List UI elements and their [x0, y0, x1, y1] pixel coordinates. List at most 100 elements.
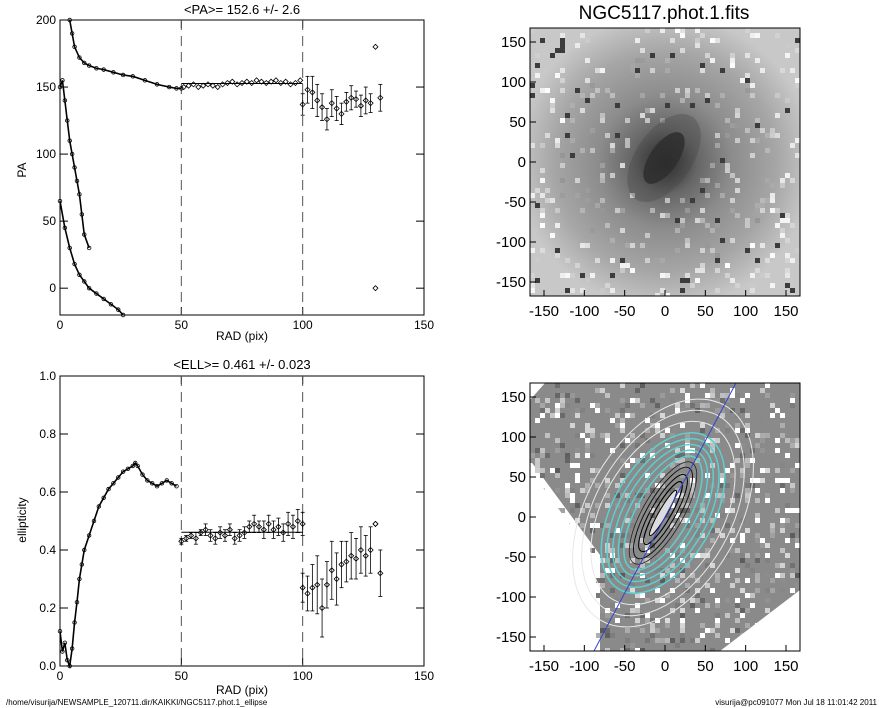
profile-point [294, 517, 301, 525]
profile-point [263, 79, 270, 87]
pa-plot-frame [59, 19, 425, 316]
x-tick-label: 150 [414, 318, 434, 332]
profile-point [243, 78, 250, 85]
x-tick-label: 100 [293, 669, 313, 683]
inner-point [86, 285, 92, 291]
outer-point [333, 575, 340, 583]
outer-point [338, 561, 345, 568]
profile-point [251, 520, 258, 527]
outer-point [328, 100, 335, 107]
inner-point [82, 60, 87, 66]
inner-point [86, 63, 92, 68]
y-tick-label: 0.8 [39, 427, 56, 441]
outer-point [357, 546, 364, 554]
inner-point [135, 463, 140, 469]
inner-point [82, 279, 87, 284]
inner-point [154, 82, 160, 87]
inner-point [65, 118, 70, 123]
image-y-tick-label: 50 [509, 469, 526, 486]
image-x-tick-label: -50 [614, 658, 636, 675]
profile-point [280, 529, 287, 536]
profile-point [200, 82, 207, 89]
profile-point [282, 78, 289, 85]
outer-point [299, 584, 306, 591]
outer-point [372, 520, 379, 527]
profile-point [297, 77, 304, 84]
outer-point [343, 98, 350, 105]
outer-point [314, 97, 321, 104]
image-y-tick-label: 0 [518, 154, 526, 171]
galaxy-image-panel: NGC5117.phot.1.fits -150 -100 -50 0 50 100 150… [496, 3, 801, 320]
profile-point [234, 81, 241, 88]
inner-point [142, 78, 148, 83]
inner-point [150, 481, 155, 486]
profile-point [255, 523, 263, 530]
inner-point [133, 460, 138, 466]
profile-point [236, 532, 243, 539]
y-tick-label: 0 [49, 281, 56, 295]
ell-xlabel: RAD (pix) [216, 683, 268, 697]
outer-point [352, 96, 360, 103]
inner-point [94, 66, 99, 71]
ellipticity-plot: <ELL>= 0.461 +/- 0.023 RAD (pix) ellipti… [15, 357, 434, 697]
inner-point [101, 67, 106, 72]
profile-point [195, 83, 202, 91]
outer-point [367, 546, 374, 554]
outer-point [367, 100, 374, 107]
inner-point [65, 658, 70, 663]
inner-point [130, 463, 135, 469]
image-y-tick-label: 50 [509, 114, 526, 131]
outer-point [377, 570, 384, 577]
pa-plot: <PA>= 152.6 +/- 2.6 RAD (pix) PA 0 50 100 1… [15, 2, 434, 343]
profile-point [246, 523, 253, 530]
image-y-tick-label: -150 [496, 629, 526, 646]
inner-point [67, 245, 72, 251]
inner-point [62, 98, 68, 103]
image-x-tick-label: -150 [529, 303, 559, 320]
isophote-image [530, 383, 800, 651]
inner-point [169, 481, 174, 486]
profile-point [260, 526, 267, 533]
x-tick-label: 100 [293, 318, 313, 332]
profile-point [178, 538, 185, 545]
outer-point [319, 104, 326, 111]
inner-point [60, 649, 65, 654]
inner-profile-series [59, 80, 90, 249]
outer-point [299, 101, 306, 108]
pa-xlabel: RAD (pix) [216, 329, 268, 343]
stray-point [372, 520, 379, 527]
inner-point [77, 272, 82, 277]
inner-point [79, 562, 85, 567]
inner-point [69, 151, 75, 157]
inner-point [120, 469, 126, 474]
outer-point [304, 590, 311, 597]
isophote-ellipse [633, 466, 693, 560]
profile-point [229, 78, 236, 85]
inner-point [82, 232, 87, 237]
inner-point [111, 481, 116, 486]
inner-point [130, 74, 135, 79]
profile-point [277, 79, 284, 87]
inner-point [174, 86, 179, 91]
profile-point [287, 81, 294, 88]
profile-point [180, 83, 187, 91]
ell-plot-frame [59, 375, 425, 667]
y-tick-label: 0.0 [39, 659, 56, 673]
image-x-tick-label: 150 [773, 658, 798, 675]
isophote-image-panel: -150 -100 -50 0 50 100 150 150 100 50 0 -50 -100 -150 [496, 382, 801, 675]
image-y-tick-label: -50 [504, 549, 526, 566]
outer-point [309, 584, 316, 591]
inner-point [154, 484, 160, 489]
y-tick-label: 100 [36, 147, 56, 161]
image-y-tick-label: 150 [501, 34, 526, 51]
profile-point [248, 79, 255, 87]
inner-point [145, 478, 150, 483]
inner-point [116, 475, 121, 480]
image-x-tick-label: 50 [697, 658, 714, 675]
inner-point [62, 225, 68, 231]
inner-point [67, 17, 72, 23]
inner-point [60, 78, 65, 83]
inner-point [72, 261, 77, 267]
image-y-tick-label: 100 [501, 429, 526, 446]
